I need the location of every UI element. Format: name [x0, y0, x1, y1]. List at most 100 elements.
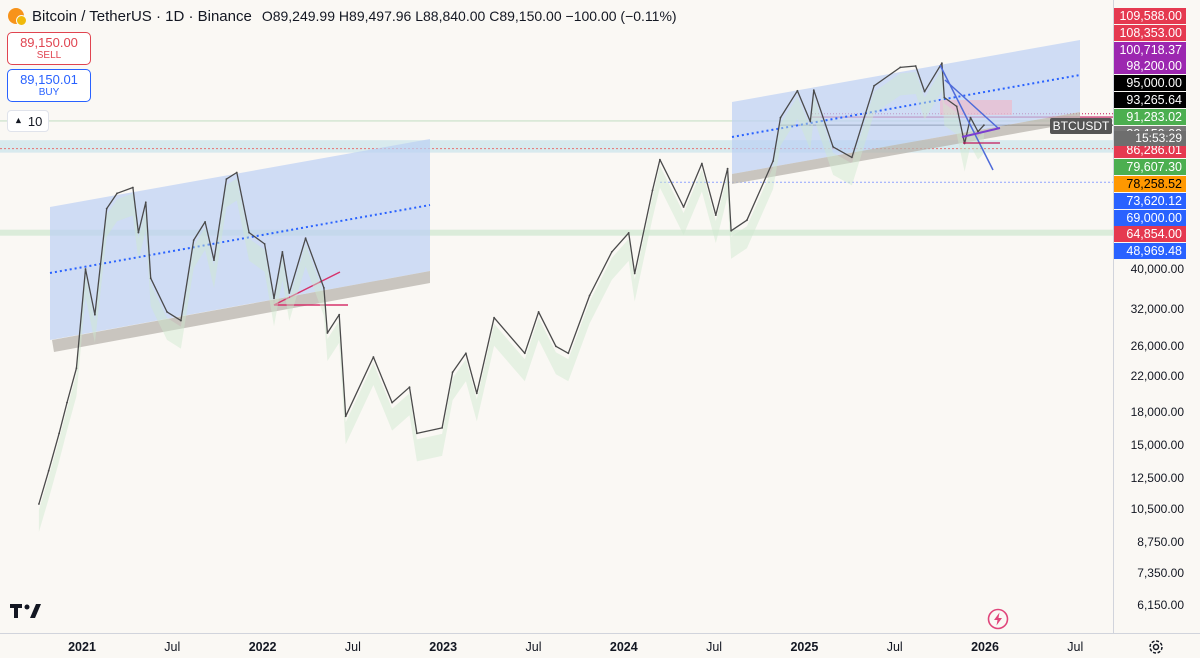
- price-point: [58, 432, 60, 435]
- sell-price: 89,150.00: [20, 34, 78, 50]
- price-series: [38, 62, 985, 532]
- support-band-49k: [0, 229, 1113, 236]
- x-tick-label: 2026: [971, 640, 999, 654]
- price-point: [627, 232, 630, 234]
- y-tick-label: 10,500.00: [1130, 502, 1184, 516]
- price-point: [451, 371, 454, 374]
- price-point: [465, 352, 467, 355]
- price-point: [779, 116, 782, 119]
- wedge-line-3: [961, 127, 1001, 138]
- close-value: 89,150.00: [499, 8, 562, 24]
- high-key: H: [338, 8, 350, 24]
- price-point: [288, 292, 291, 294]
- price-point: [977, 130, 979, 133]
- price-point: [116, 192, 118, 195]
- channel-2021: [50, 139, 430, 340]
- price-point: [416, 432, 418, 435]
- wedge-line-2: [944, 79, 999, 129]
- price-level-label: 86,286.01: [1114, 142, 1186, 159]
- x-tick-label: Jul: [344, 640, 361, 654]
- tradingview-logo-icon[interactable]: [10, 603, 42, 619]
- price-point: [809, 120, 812, 123]
- price-point: [682, 206, 685, 208]
- price-point: [144, 201, 147, 204]
- price-point: [273, 297, 275, 300]
- channel-2021-mid: [49, 204, 431, 274]
- price-point: [714, 214, 717, 217]
- price-level-label: 78,258.52: [1114, 176, 1186, 192]
- price-level-label: 93,265.64: [1114, 92, 1186, 108]
- drawing-overlay: [939, 64, 1001, 171]
- price-point: [408, 386, 411, 389]
- lightning-bolt-icon[interactable]: [987, 608, 1009, 630]
- price-point: [659, 158, 661, 161]
- price-point: [588, 294, 591, 297]
- buy-button[interactable]: 89,150.01 BUY: [7, 69, 91, 102]
- symbol-header: Bitcoin / TetherUS · 1D · Binance O89,24…: [8, 6, 677, 26]
- price-level-label: 109,588.00: [1114, 8, 1186, 24]
- price-point: [75, 367, 78, 370]
- price-point: [132, 186, 134, 189]
- x-tick-label: 2023: [429, 640, 458, 654]
- x-tick-label: Jul: [706, 640, 723, 654]
- price-point: [969, 116, 972, 119]
- price-level-label: 64,854.00: [1114, 226, 1186, 243]
- price-point: [204, 221, 207, 223]
- price-point: [923, 90, 926, 93]
- x-tick-label: 2022: [248, 640, 277, 654]
- price-point: [326, 332, 329, 334]
- price-point: [746, 219, 748, 222]
- price-point: [726, 167, 729, 170]
- y-tick-label: 22,000.00: [1130, 369, 1184, 384]
- price-point: [832, 146, 834, 148]
- price-point: [225, 178, 228, 181]
- gear-icon[interactable]: [1147, 638, 1165, 656]
- y-tick-label: 26,000.00: [1130, 339, 1184, 354]
- price-level-label: 95,000.00: [1114, 75, 1186, 92]
- price-point: [812, 89, 815, 92]
- y-tick-label: 15,000.00: [1130, 438, 1184, 452]
- symbol-title[interactable]: Bitcoin / TetherUS · 1D · Binance: [32, 7, 252, 25]
- price-point: [475, 392, 478, 395]
- price-point: [47, 469, 50, 472]
- price-point: [338, 313, 341, 316]
- channel-2025-mid: [731, 74, 1081, 138]
- price-point: [555, 345, 557, 348]
- price-level-label: 108,353.00: [1114, 24, 1186, 41]
- price-point: [701, 162, 703, 165]
- price-point: [610, 251, 613, 253]
- price-point: [166, 311, 168, 313]
- price-point: [304, 237, 307, 240]
- price-level-label: 79,607.30: [1114, 159, 1186, 176]
- close-key: C: [489, 8, 500, 24]
- drawings: [49, 40, 1081, 352]
- price-point: [772, 160, 774, 162]
- price-point: [323, 287, 325, 289]
- price-point: [66, 401, 68, 404]
- x-tick-label: 2024: [609, 640, 638, 654]
- price-point: [372, 356, 375, 358]
- price-point: [567, 352, 570, 355]
- low-key: L: [415, 8, 424, 24]
- sell-button[interactable]: 89,150.00 SELL: [7, 32, 91, 65]
- price-level-label: 73,620.12: [1114, 192, 1186, 209]
- price-point: [914, 65, 917, 67]
- price-point: [192, 239, 195, 242]
- y-tick-label: 40,000.00: [1130, 262, 1184, 276]
- time-axis[interactable]: [0, 633, 1200, 658]
- ohlc-values: O89,249.99 H89,497.96 L88,840.00 C89,150…: [262, 8, 677, 24]
- price-point: [391, 401, 393, 404]
- y-tick-label: 32,000.00: [1130, 302, 1184, 317]
- price-point: [633, 272, 636, 275]
- high-value: 89,497.96: [349, 8, 412, 24]
- buy-price: 89,150.01: [20, 71, 78, 87]
- x-tick-label: Jul: [886, 640, 903, 654]
- price-point: [651, 189, 654, 192]
- indicator-toggle[interactable]: ▼ 10: [7, 110, 50, 132]
- price-level-label: 91,283.02: [1114, 108, 1186, 125]
- price-point: [281, 251, 284, 253]
- price-point: [105, 207, 108, 210]
- open-key: O: [261, 8, 273, 24]
- price-point: [248, 231, 251, 234]
